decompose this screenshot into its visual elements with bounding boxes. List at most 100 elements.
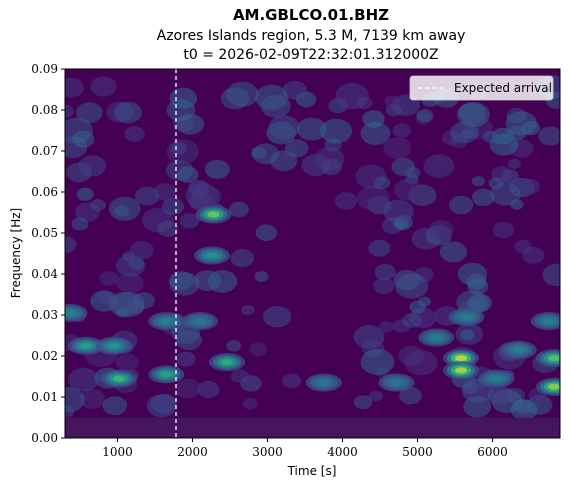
spectrogram-texture-cell — [373, 176, 391, 190]
spectrogram-texture-cell — [402, 312, 422, 328]
spectrogram-texture-cell — [65, 77, 84, 98]
spectrogram-texture-cell — [124, 126, 145, 142]
spectrogram-texture-cell — [78, 155, 107, 177]
energy-hotspot — [500, 340, 537, 359]
spectrogram-texture-cell — [169, 87, 198, 110]
y-tick-label: 0.06 — [31, 185, 58, 199]
spectrogram-texture-cell — [157, 220, 179, 237]
x-tick-label: 2000 — [177, 445, 208, 459]
spectrogram-texture-cell — [314, 147, 345, 171]
energy-hotspot — [68, 336, 104, 355]
spectrogram-texture-cell — [506, 125, 527, 141]
spectrogram-texture-cell — [166, 139, 199, 164]
spectrogram-texture-cell — [260, 94, 291, 118]
chart-title: AM.GBLCO.01.BHZ — [233, 6, 389, 24]
spectrogram-texture-cell — [368, 239, 391, 257]
spectrogram-texture-cell — [65, 236, 77, 253]
y-tick-label: 0.03 — [31, 308, 58, 322]
spectrogram-texture-cell — [90, 76, 117, 97]
energy-hotspot — [209, 353, 245, 372]
spectrogram-texture-cell — [429, 220, 454, 239]
spectrogram-texture-cell — [230, 249, 255, 268]
energy-hotspot — [182, 312, 218, 331]
spectrogram-texture-cell — [230, 369, 249, 383]
spectrogram-texture-cell — [65, 104, 74, 119]
low-frequency-band — [65, 417, 560, 438]
spectrogram-texture-cell — [114, 101, 142, 124]
spectrogram-texture-cell — [68, 367, 99, 392]
spectrogram-texture-cell — [439, 241, 467, 263]
chart-subtitle-line-2: t0 = 2026-02-09T22:32:01.312000Z — [183, 47, 438, 63]
spectrogram-texture-cell — [518, 178, 540, 195]
spectrogram-texture-cell — [374, 263, 396, 281]
spectrogram-texture-cell — [449, 195, 474, 215]
spectrogram-texture-cell — [115, 254, 146, 277]
energy-hotspot — [305, 373, 342, 392]
chart-subtitle-line-1: Azores Islands region, 5.3 M, 7139 km aw… — [157, 28, 466, 44]
spectrogram-texture-cell — [65, 387, 85, 413]
y-tick-label: 0.00 — [31, 431, 58, 445]
spectrogram-texture-cell — [538, 126, 560, 146]
spectrogram-texture-cell — [263, 305, 292, 328]
spectrogram-texture-cell — [281, 373, 302, 389]
y-tick-label: 0.04 — [31, 267, 58, 281]
energy-hotspot — [530, 312, 560, 331]
spectrogram-texture-cell — [196, 186, 222, 206]
spectrogram-heatmap — [65, 75, 560, 438]
spectrogram-texture-cell — [242, 397, 258, 410]
legend-label-expected-arrival: Expected arrival — [454, 81, 552, 95]
plot-area — [65, 69, 560, 438]
spectrogram-texture-cell — [153, 393, 177, 412]
energy-hotspot — [443, 361, 479, 380]
spectrogram-texture-cell — [467, 278, 489, 295]
energy-hotspot — [443, 349, 479, 368]
spectrogram-texture-cell — [392, 123, 412, 138]
spectrogram-texture-cell — [241, 304, 255, 316]
spectrogram-texture-cell — [457, 101, 490, 128]
spectrogram-texture-cell — [90, 199, 106, 211]
y-tick-label: 0.01 — [31, 390, 58, 404]
spectrogram-texture-cell — [79, 388, 106, 409]
spectrogram-texture-cell — [116, 272, 144, 294]
spectrogram-texture-cell — [71, 217, 89, 231]
energy-hotspot — [536, 349, 560, 368]
y-axis-label: Frequency [Hz] — [9, 208, 23, 299]
spectrogram-texture-cell — [450, 121, 479, 144]
plot-frame — [64, 68, 561, 439]
spectrogram-texture-cell — [467, 293, 492, 313]
spectrogram-texture-cell — [296, 117, 327, 141]
spectrogram-texture-cell — [514, 399, 533, 414]
spectrogram-texture-cell — [395, 273, 429, 299]
legend-box — [409, 75, 554, 101]
spectrogram-texture-cell — [542, 263, 560, 286]
spectrogram-texture-cell — [177, 166, 199, 183]
spectrogram-texture-cell — [175, 378, 201, 399]
y-axis-ticks: 0.00 0.01 0.02 0.03 0.04 0.05 0.06 0.07 0.08 0.09 — [31, 62, 65, 445]
spectrogram-texture-cell — [391, 157, 416, 176]
spectrogram-texture-cell — [360, 349, 395, 375]
spectrogram-texture-cell — [378, 321, 394, 333]
spectrogram-texture-cell — [418, 296, 432, 307]
spectrogram-texture-cell — [507, 158, 521, 169]
spectrogram-texture-cell — [360, 122, 391, 145]
spectrogram-texture-cell — [226, 340, 242, 352]
energy-hotspot — [536, 377, 560, 396]
spectrogram-texture-cell — [229, 201, 249, 218]
spectrogram-texture-cell — [482, 131, 499, 143]
energy-hotspot — [148, 312, 185, 331]
spectrogram-texture-cell — [249, 342, 267, 357]
legend: Expected arrival — [409, 75, 554, 101]
spectrogram-texture-cell — [162, 198, 185, 216]
energy-hotspot — [101, 369, 137, 388]
x-tick-label: 6000 — [477, 445, 508, 459]
energy-hotspot — [418, 328, 455, 347]
spectrogram-texture-cell — [254, 271, 269, 282]
spectrogram-texture-cell — [357, 185, 390, 211]
spectrogram-texture-cell — [335, 83, 369, 110]
spectrogram-texture-cell — [423, 154, 455, 179]
spectrogram-texture-cell — [114, 205, 130, 217]
y-tick-label: 0.02 — [31, 349, 58, 363]
spectrogram-texture-cell — [76, 187, 94, 201]
spectrogram-texture-cell — [133, 292, 155, 309]
spectrogram-texture-cell — [72, 130, 95, 148]
